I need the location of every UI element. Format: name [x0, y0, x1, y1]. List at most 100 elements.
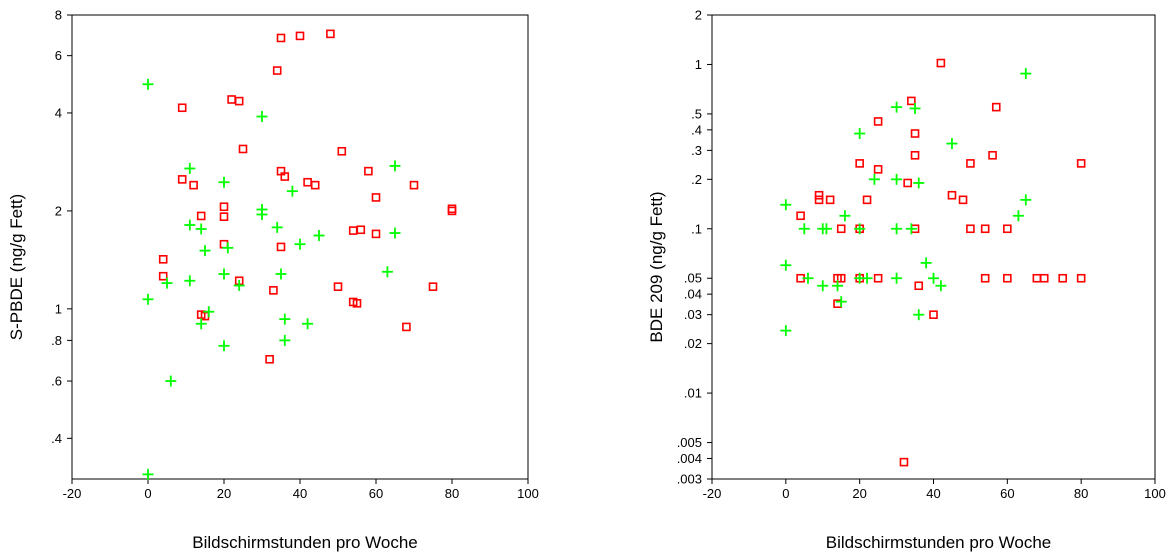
- data-point-square: [936, 58, 946, 68]
- data-point-square: [272, 66, 282, 75]
- data-point-plus: [142, 468, 154, 480]
- data-point-plus: [835, 296, 847, 308]
- data-point-plus: [913, 309, 925, 321]
- y-tick-label: .1: [691, 221, 702, 236]
- data-point-square: [402, 322, 411, 332]
- data-point-plus: [891, 272, 903, 284]
- data-point-plus: [820, 223, 832, 235]
- data-point-square: [219, 212, 229, 221]
- data-point-plus: [275, 268, 287, 280]
- y-tick-label: .01: [684, 386, 702, 401]
- x-tick-label: 40: [293, 486, 307, 501]
- data-point-square: [196, 211, 206, 221]
- x-tick-label: 20: [217, 486, 231, 501]
- data-point-square: [158, 255, 168, 264]
- x-ticks-right: -20 0 20 40 60 80 100: [703, 479, 1166, 501]
- x-tick-label: 0: [144, 486, 151, 501]
- y-tick-label: 1: [695, 57, 702, 72]
- data-point-plus: [861, 272, 873, 284]
- y-ticks-right: 2 1 .5.4 .3 .2 .1 .05.04 .03 .02 .01 .005.004 .003: [677, 8, 712, 487]
- data-point-plus: [946, 138, 958, 150]
- data-points-right: [780, 58, 1086, 467]
- data-point-square: [873, 117, 883, 126]
- data-point-plus: [928, 272, 939, 284]
- y-axis-title-left: S-PBDE (ng/g Fett): [7, 194, 26, 340]
- y-ticks-left: 8 6 4 2 1 .8 .6 .4: [51, 8, 72, 446]
- data-point-square: [836, 273, 846, 283]
- y-tick-label: 1: [55, 301, 62, 316]
- data-point-square: [356, 225, 366, 235]
- data-point-square: [796, 211, 805, 221]
- data-point-square: [814, 190, 824, 200]
- data-point-plus: [780, 199, 792, 211]
- data-point-plus: [218, 176, 230, 188]
- data-point-plus: [279, 334, 291, 346]
- data-point-square: [238, 144, 248, 154]
- x-tick-label: 100: [517, 486, 539, 501]
- data-point-plus: [854, 128, 866, 140]
- y-tick-label: 2: [695, 8, 702, 23]
- data-point-plus: [142, 293, 154, 305]
- data-point-plus: [920, 257, 932, 269]
- data-point-square: [1003, 273, 1012, 283]
- data-point-square: [873, 273, 883, 283]
- data-point-square: [333, 282, 343, 291]
- x-axis-title-right: Bildschirmstunden pro Woche: [826, 533, 1052, 552]
- data-point-square: [907, 96, 916, 106]
- y-tick-label: .4: [691, 122, 702, 137]
- data-point-plus: [161, 277, 173, 289]
- data-point-square: [189, 180, 198, 190]
- x-tick-label: 20: [852, 486, 866, 501]
- x-tick-label: 0: [782, 486, 789, 501]
- data-point-plus: [913, 177, 925, 189]
- data-point-square: [1076, 159, 1086, 168]
- data-point-square: [265, 354, 274, 364]
- y-tick-label: 2: [55, 203, 62, 218]
- data-point-plus: [302, 318, 314, 330]
- data-point-plus: [935, 280, 947, 292]
- x-axis-title-left: Bildschirmstunden pro Woche: [192, 533, 418, 552]
- plot-frame-right: [711, 14, 1156, 480]
- x-tick-label: 40: [926, 486, 940, 501]
- data-point-plus: [1012, 210, 1024, 222]
- data-point-plus: [195, 318, 207, 330]
- data-point-plus: [817, 280, 829, 292]
- data-point-square: [219, 202, 229, 212]
- data-point-square: [966, 159, 975, 168]
- data-point-plus: [195, 223, 207, 235]
- data-point-square: [364, 166, 373, 176]
- data-point-square: [947, 190, 957, 200]
- data-point-square: [295, 31, 305, 41]
- data-point-square: [825, 195, 835, 205]
- data-point-plus: [832, 280, 844, 292]
- data-point-plus: [184, 275, 196, 287]
- y-tick-label: 8: [55, 8, 62, 23]
- data-point-square: [980, 273, 990, 283]
- data-point-plus: [313, 230, 325, 242]
- y-tick-label: .004: [677, 451, 702, 466]
- data-point-plus: [909, 102, 921, 114]
- data-point-square: [371, 193, 381, 202]
- data-point-plus: [233, 279, 245, 291]
- data-point-square: [862, 195, 872, 205]
- data-point-square: [352, 299, 362, 308]
- y-tick-label: .005: [677, 435, 702, 450]
- y-tick-label: 4: [55, 105, 62, 120]
- data-point-square: [276, 33, 286, 43]
- data-point-plus: [389, 227, 401, 239]
- data-point-plus: [798, 223, 810, 235]
- data-point-plus: [389, 160, 401, 172]
- y-axis-title-right: BDE 209 (ng/g Fett): [647, 191, 666, 342]
- data-point-plus: [1020, 194, 1032, 206]
- data-point-plus: [271, 221, 283, 233]
- data-point-square: [991, 102, 1001, 112]
- x-tick-label: 60: [369, 486, 383, 501]
- data-point-plus: [184, 219, 196, 231]
- x-tick-label: -20: [63, 486, 82, 501]
- y-tick-label: .6: [51, 374, 62, 389]
- data-point-square: [1076, 273, 1086, 283]
- data-point-square: [958, 195, 968, 205]
- data-point-square: [855, 159, 864, 168]
- data-point-plus: [1020, 68, 1032, 80]
- data-point-square: [910, 151, 920, 160]
